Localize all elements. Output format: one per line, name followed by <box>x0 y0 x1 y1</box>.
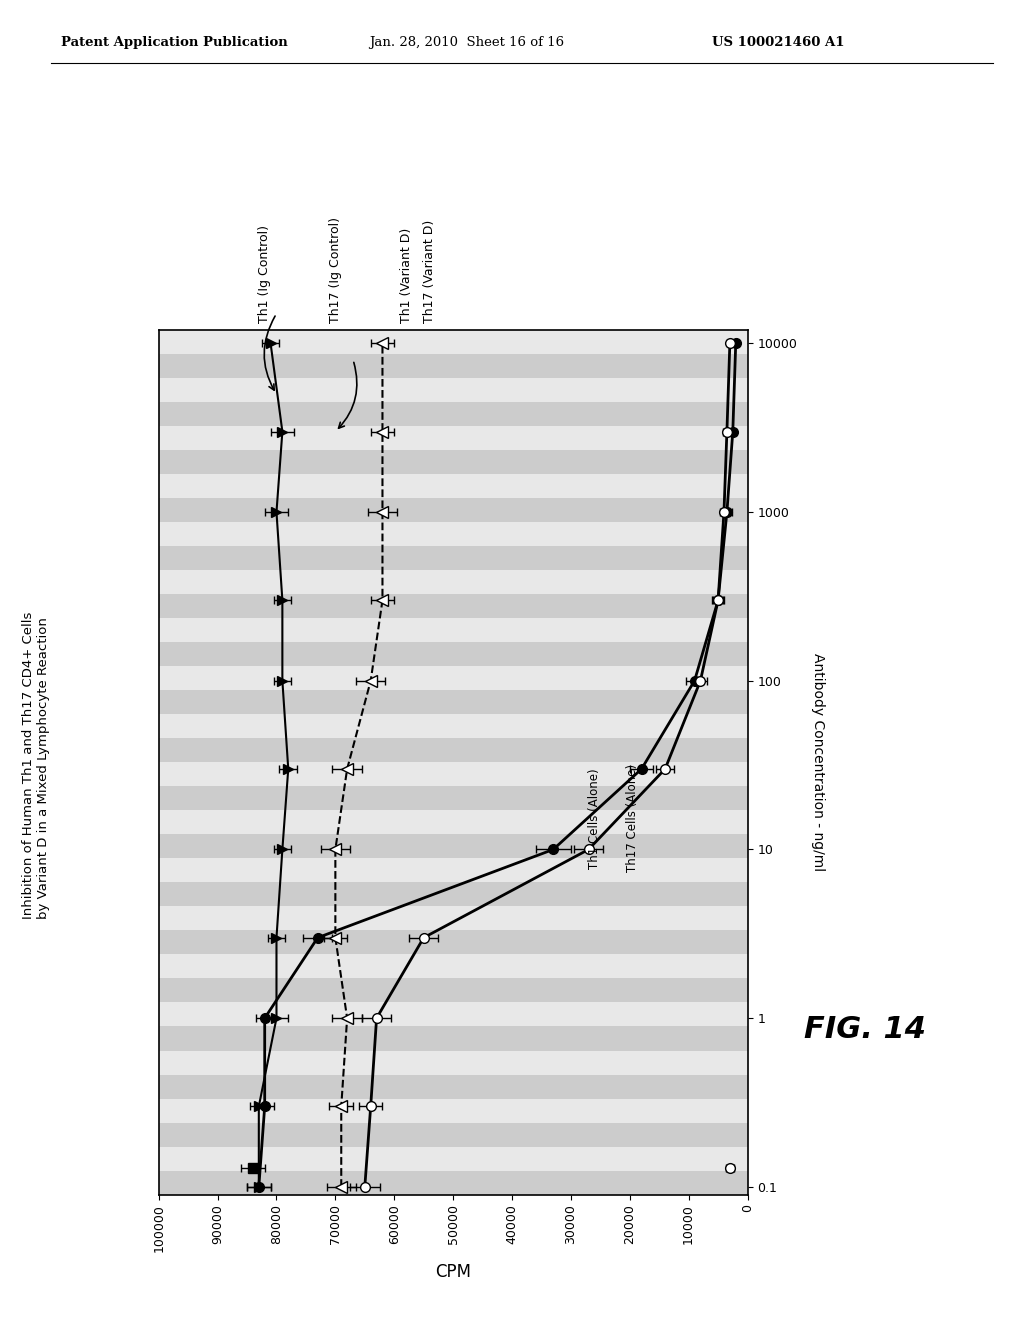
Bar <box>159 354 748 378</box>
X-axis label: CPM: CPM <box>435 1263 471 1282</box>
Bar <box>159 546 748 570</box>
Bar <box>159 450 748 474</box>
Bar <box>159 762 748 787</box>
Text: US 100021460 A1: US 100021460 A1 <box>712 36 844 49</box>
Bar <box>159 931 748 954</box>
Bar <box>159 787 748 810</box>
Bar <box>159 403 748 426</box>
Bar <box>159 1002 748 1027</box>
Bar <box>159 594 748 618</box>
Text: Th17 (Ig Control): Th17 (Ig Control) <box>329 218 342 323</box>
Text: FIG. 14: FIG. 14 <box>804 1015 927 1044</box>
Bar <box>159 426 748 450</box>
Bar <box>159 1027 748 1051</box>
Text: Th17 (Variant D): Th17 (Variant D) <box>423 220 436 323</box>
Text: Inhibition of Human Th1 and Th17 CD4+ Cells
by Variant D in a Mixed Lymphocyte R: Inhibition of Human Th1 and Th17 CD4+ Ce… <box>22 612 50 919</box>
Bar <box>159 834 748 858</box>
Bar <box>159 738 748 762</box>
Text: Th1 (Ig Control): Th1 (Ig Control) <box>258 226 271 323</box>
Bar <box>159 1051 748 1074</box>
Text: Th17 Cells (Alone): Th17 Cells (Alone) <box>626 764 639 873</box>
Y-axis label: Antibody Concentration - ng/ml: Antibody Concentration - ng/ml <box>811 653 825 871</box>
Bar <box>159 1074 748 1098</box>
Bar <box>159 498 748 523</box>
Bar <box>159 907 748 931</box>
Bar <box>159 378 748 403</box>
Bar <box>159 810 748 834</box>
Bar <box>159 618 748 643</box>
Bar <box>159 474 748 498</box>
Bar <box>159 643 748 667</box>
Bar <box>159 523 748 546</box>
Bar <box>159 714 748 738</box>
Bar <box>159 1122 748 1147</box>
Bar <box>159 858 748 882</box>
Text: Th1 Cells (Alone): Th1 Cells (Alone) <box>588 768 601 869</box>
Bar <box>159 690 748 714</box>
Bar <box>159 667 748 690</box>
Bar <box>159 882 748 907</box>
Text: Jan. 28, 2010  Sheet 16 of 16: Jan. 28, 2010 Sheet 16 of 16 <box>369 36 564 49</box>
Text: Patent Application Publication: Patent Application Publication <box>61 36 288 49</box>
Bar <box>159 1171 748 1195</box>
Bar <box>159 1147 748 1171</box>
Bar <box>159 978 748 1002</box>
Bar <box>159 954 748 978</box>
Bar <box>159 1098 748 1122</box>
Bar <box>159 570 748 594</box>
Bar <box>159 330 748 354</box>
Text: Th1 (Variant D): Th1 (Variant D) <box>399 228 413 323</box>
